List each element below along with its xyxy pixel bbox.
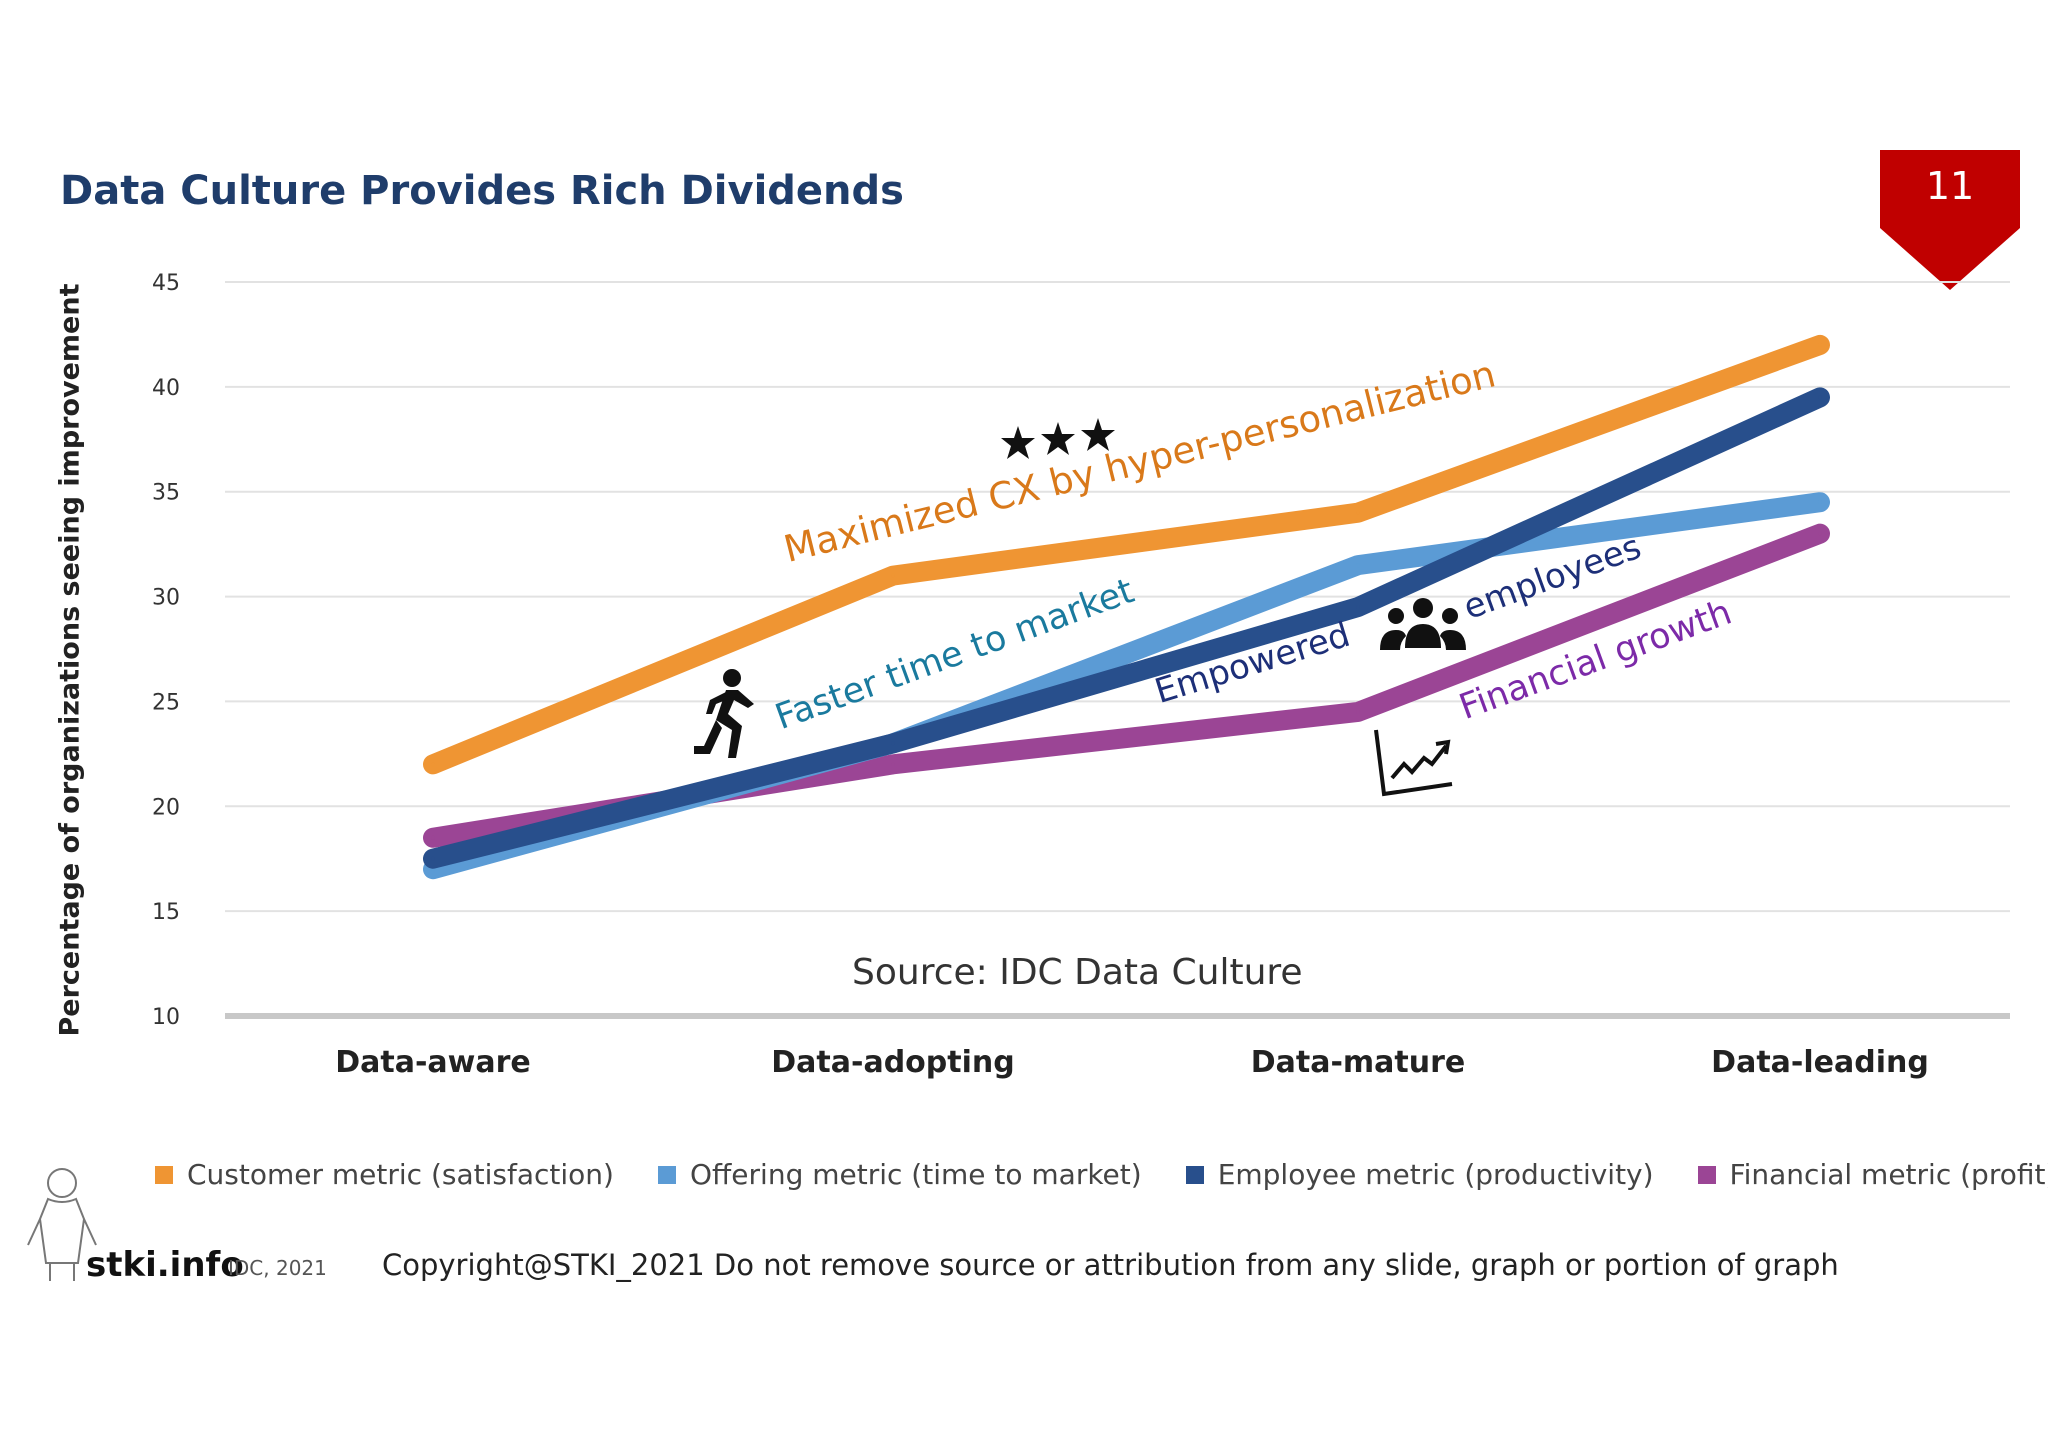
data-point [891,762,895,767]
y-tick-label: 30 [152,586,180,611]
data-point [1818,342,1822,347]
runner-icon [694,669,754,758]
series-line [423,334,1830,775]
data-point [1818,395,1822,400]
y-tick-label: 20 [152,795,180,820]
legend-label: Offering metric (time to market) [689,1158,1142,1191]
y-tick-label: 10 [152,1005,180,1030]
data-point [431,835,435,840]
x-tick-label: Data-aware [335,1045,531,1080]
legend-swatch [1185,1165,1204,1184]
data-point [891,741,895,746]
people-icon [1380,598,1466,650]
logo: stki.info [86,1245,244,1285]
page-title: Data Culture Provides Rich Dividends [60,168,904,214]
x-tick-label: Data-mature [1251,1045,1466,1080]
y-tick-label: 40 [152,376,180,401]
legend-item: Financial metric (profit) [1697,1158,2048,1191]
data-point [1818,531,1822,536]
data-point [431,856,435,861]
legend: Customer metric (satisfaction) Offering m… [155,1158,2048,1191]
copyright-notice: Copyright@STKI_2021 Do not remove source… [382,1248,1839,1282]
series-line [423,387,1830,869]
source-note: Source: IDC Data Culture [852,952,1303,993]
data-point [891,573,895,578]
page-number: 11 [1925,164,1975,208]
person-outline-icon [27,1168,97,1281]
data-point [1818,500,1822,505]
y-tick-label: 35 [152,481,180,506]
legend-swatch [155,1165,173,1184]
legend-item: Customer metric (satisfaction) [155,1158,614,1191]
data-point [1356,563,1360,568]
legend-item: Offering metric (time to market) [657,1158,1142,1191]
data-point [431,762,435,767]
x-tick-label: Data-adopting [771,1045,1014,1080]
y-tick-label: 45 [152,271,180,296]
legend-label: Customer metric (satisfaction) [187,1158,614,1191]
legend-label: Employee metric (productivity) [1217,1158,1654,1191]
data-point [1356,605,1360,610]
legend-swatch [1697,1165,1716,1184]
legend-label: Financial metric (profit) [1729,1158,2048,1191]
data-point [1356,510,1360,515]
stars-icon [1001,418,1115,459]
x-tick-label: Data-leading [1711,1045,1929,1080]
legend-item: Employee metric (productivity) [1185,1158,1654,1191]
page-badge [1880,150,2020,290]
growth-chart-icon [1374,729,1453,797]
data-point [1356,709,1360,714]
legend-swatch [657,1165,676,1184]
logo-subtitle: IDC, 2021 [228,1256,327,1280]
y-tick-label: 25 [152,690,180,715]
y-tick-label: 15 [152,900,180,925]
